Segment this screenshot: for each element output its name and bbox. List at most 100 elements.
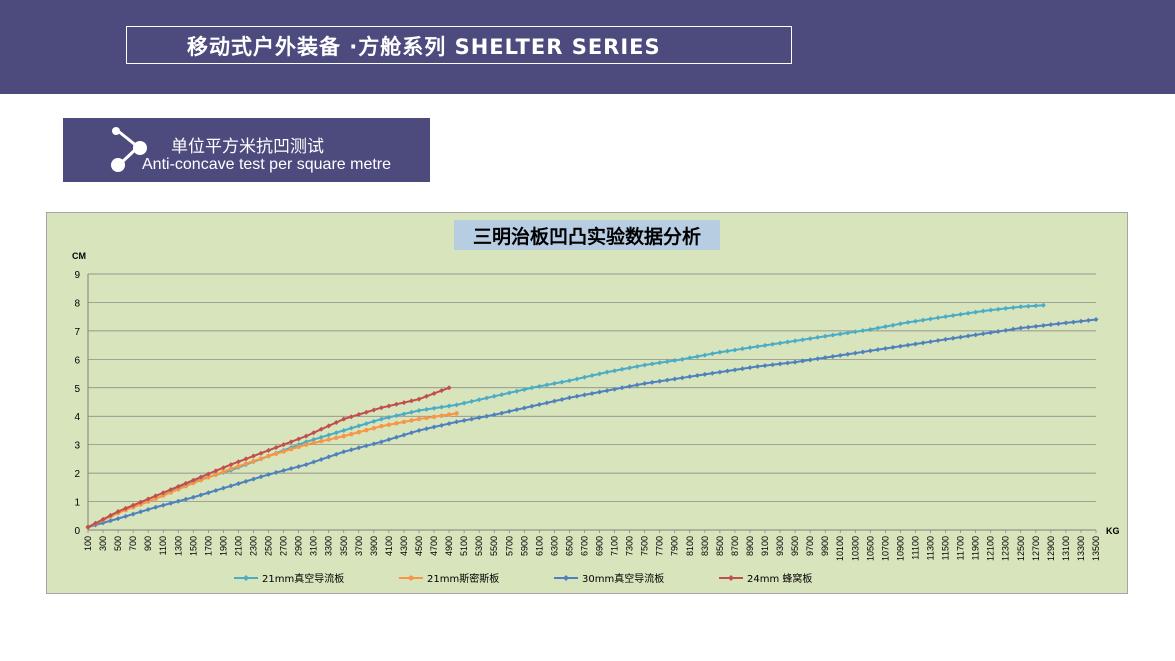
data-point: [1003, 327, 1009, 333]
data-point: [393, 434, 399, 440]
legend-swatch-marker: [408, 575, 414, 581]
data-point: [243, 461, 249, 466]
data-point: [777, 361, 783, 367]
data-point: [1033, 323, 1039, 329]
data-point: [928, 339, 934, 345]
data-point: [920, 317, 926, 323]
data-point: [476, 397, 482, 403]
data-point: [559, 379, 565, 385]
data-point: [800, 337, 806, 343]
x-tick-label: 10100: [835, 536, 845, 561]
data-point: [612, 368, 618, 374]
data-point: [657, 378, 663, 384]
data-point: [792, 338, 798, 344]
data-point: [183, 496, 189, 502]
data-point: [747, 365, 753, 371]
data-point: [499, 392, 505, 398]
x-tick-label: 1700: [203, 536, 213, 556]
x-tick-label: 1900: [218, 536, 228, 556]
data-point: [754, 344, 760, 350]
data-point: [551, 381, 557, 387]
y-tick-label: 7: [74, 327, 80, 338]
data-point: [296, 464, 302, 470]
data-point: [491, 393, 497, 399]
data-point: [153, 493, 159, 499]
data-point: [935, 315, 941, 321]
data-point: [446, 412, 452, 417]
x-tick-label: 10500: [865, 536, 875, 561]
legend-item: 21mm真空导流板: [234, 572, 344, 585]
data-point: [664, 377, 670, 383]
data-point: [521, 386, 527, 392]
data-point: [439, 388, 445, 394]
data-point: [852, 329, 858, 335]
x-tick-label: 5500: [489, 536, 499, 556]
data-point: [326, 437, 331, 442]
data-point: [318, 439, 324, 444]
x-tick-label: 6700: [579, 536, 589, 556]
data-point: [130, 502, 136, 508]
data-point: [484, 395, 490, 401]
share-node-icon: [111, 127, 147, 172]
data-point: [559, 396, 565, 402]
data-point: [461, 417, 467, 423]
legend-item: 24mm 蜂窝板: [719, 572, 812, 585]
data-point: [980, 331, 986, 337]
data-point: [1003, 305, 1009, 311]
data-point: [777, 340, 783, 346]
data-point: [860, 349, 866, 355]
data-point: [822, 355, 828, 361]
data-point: [627, 365, 633, 371]
x-tick-label: 3300: [324, 536, 334, 556]
data-point: [100, 516, 106, 522]
data-point: [243, 456, 249, 462]
data-point: [424, 415, 429, 421]
data-point: [341, 416, 347, 422]
x-tick-label: 9100: [760, 536, 770, 556]
data-point: [928, 316, 934, 322]
data-point: [1078, 318, 1084, 324]
data-point: [973, 309, 979, 315]
data-point: [168, 500, 174, 506]
data-point: [950, 313, 956, 319]
x-tick-label: 7900: [670, 536, 680, 556]
data-point: [168, 487, 174, 493]
data-point: [664, 359, 670, 365]
data-point: [123, 505, 129, 511]
data-point: [213, 472, 219, 477]
data-point: [416, 408, 422, 414]
data-point: [198, 478, 204, 483]
data-point: [281, 468, 287, 474]
data-point: [882, 346, 888, 352]
data-point: [897, 343, 903, 349]
data-point: [296, 442, 302, 448]
data-point: [311, 459, 317, 465]
data-point: [258, 450, 264, 456]
data-point: [1063, 320, 1069, 326]
series-3: [85, 317, 1099, 530]
data-point: [281, 449, 286, 454]
data-point: [867, 326, 873, 332]
data-point: [717, 349, 723, 355]
data-point: [1010, 326, 1016, 332]
data-point: [431, 390, 437, 396]
x-tick-label: 5700: [504, 536, 514, 556]
data-point: [732, 367, 738, 373]
data-point: [175, 483, 181, 489]
data-point: [251, 458, 256, 464]
x-tick-label: 2700: [279, 536, 289, 556]
x-tick-label: 3100: [309, 536, 319, 556]
data-point: [770, 362, 776, 368]
x-tick-label: 12900: [1046, 536, 1056, 561]
data-point: [506, 390, 512, 396]
data-point: [250, 453, 256, 459]
series-4: [85, 385, 452, 530]
x-tick-label: 3500: [339, 536, 349, 556]
x-tick-label: 300: [98, 536, 108, 551]
x-tick-label: 500: [113, 536, 123, 551]
data-point: [604, 388, 610, 394]
data-point: [349, 431, 354, 437]
data-point: [943, 336, 949, 342]
data-point: [890, 344, 896, 350]
page-title: 移动式户外装备 ·方舱系列 SHELTER SERIES: [187, 35, 661, 59]
